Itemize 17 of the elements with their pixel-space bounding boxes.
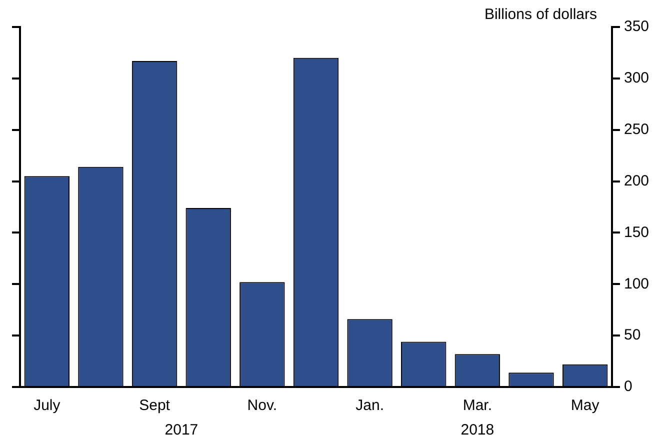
x-tick-label: Sept (139, 397, 171, 414)
y-tick-label: 100 (624, 275, 650, 292)
y-tick-label: 200 (624, 172, 650, 190)
y-axis-title: Billions of dollars (484, 6, 597, 23)
x-tick-label: Nov. (247, 397, 278, 414)
y-tick-label: 150 (624, 224, 650, 241)
text: 2017 (164, 422, 198, 435)
x-tick-label: May (570, 397, 600, 414)
y-tick-label: 250 (624, 121, 650, 138)
y-tick-label: 0 (624, 378, 632, 396)
y-tick-label: 350 (624, 18, 650, 36)
x-tick-label: Jan. (356, 397, 384, 414)
text: 2018 (460, 422, 494, 435)
x-tick-label: Mar. (462, 397, 492, 414)
y-tick-label: 50 (624, 326, 641, 344)
x-tick-label: July (34, 397, 61, 414)
y-tick-label: 300 (624, 70, 650, 87)
